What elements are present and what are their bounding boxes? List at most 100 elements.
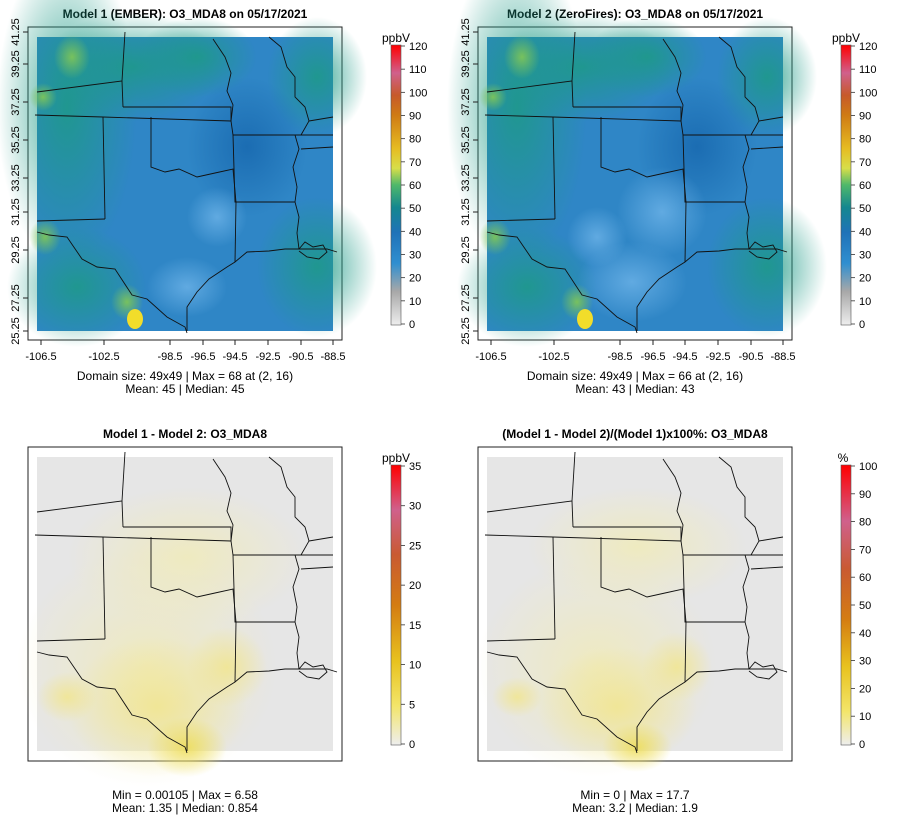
panel-1-stats-line-1: Domain size: 49x49 | Max = 68 at (2, 16) bbox=[77, 369, 293, 383]
colorbar-tick-label: 110 bbox=[859, 64, 877, 76]
x-tick-label: -92.5 bbox=[705, 351, 730, 363]
panel-2-y-axis: 25.25 27.25 29.25 31.25 33.25 35.25 37.25 39.25… bbox=[460, 18, 478, 345]
y-tick-label: 39.25 bbox=[10, 50, 22, 78]
x-tick-label: -90.5 bbox=[288, 351, 313, 363]
y-tick-label: 37.25 bbox=[460, 88, 472, 116]
panel-3-colorbar-unit: ppbV bbox=[382, 451, 410, 465]
colorbar-tick-label: 80 bbox=[859, 517, 871, 529]
y-tick-label: 37.25 bbox=[10, 88, 22, 116]
colorbar-tick-label: 20 bbox=[859, 273, 871, 285]
colorbar-tick-label: 40 bbox=[859, 226, 871, 238]
colorbar-tick-label: 15 bbox=[409, 620, 421, 632]
colorbar-tick-label: 10 bbox=[859, 711, 871, 723]
y-tick-label: 27.25 bbox=[460, 284, 472, 312]
x-tick-label: -98.5 bbox=[607, 351, 632, 363]
colorbar-tick-label: 90 bbox=[859, 489, 871, 501]
colorbar-tick-label: 40 bbox=[859, 628, 871, 640]
colorbar-tick-label: 5 bbox=[409, 699, 415, 711]
x-tick-label: -98.5 bbox=[157, 351, 182, 363]
y-tick-label: 31.25 bbox=[10, 198, 22, 226]
colorbar-tick-label: 10 bbox=[409, 296, 421, 308]
colorbar-tick-label: 20 bbox=[859, 683, 871, 695]
y-tick-label: 27.25 bbox=[10, 284, 22, 312]
x-tick-label: -88.5 bbox=[320, 351, 345, 363]
colorbar-tick-label: 0 bbox=[859, 319, 865, 331]
y-tick-label: 25.25 bbox=[460, 317, 472, 345]
colorbar-tick-label: 110 bbox=[409, 64, 427, 76]
colorbar-tick-label: 30 bbox=[409, 501, 421, 513]
x-tick-label: -94.5 bbox=[222, 351, 247, 363]
colorbar-tick-label: 100 bbox=[859, 461, 877, 473]
colorbar-tick-label: 0 bbox=[409, 319, 415, 331]
y-tick-label: 35.25 bbox=[460, 126, 472, 154]
colorbar-tick-label: 120 bbox=[859, 41, 877, 53]
colorbar-tick-label: 90 bbox=[859, 111, 871, 123]
colorbar-tick-label: 60 bbox=[859, 572, 871, 584]
colorbar-tick-label: 30 bbox=[859, 250, 871, 262]
colorbar-tick-label: 100 bbox=[409, 87, 427, 99]
colorbar-tick-label: 70 bbox=[859, 544, 871, 556]
x-tick-label: -96.5 bbox=[640, 351, 665, 363]
panel-2-colorbar-unit: ppbV bbox=[832, 31, 860, 45]
colorbar-tick-label: 70 bbox=[409, 157, 421, 169]
y-tick-label: 29.25 bbox=[460, 236, 472, 264]
panel-2-colorbar: ppbV 0 10 20 30 40 50 60 70 80 90 100 110 120 bbox=[832, 31, 877, 331]
y-tick-label: 35.25 bbox=[10, 126, 22, 154]
colorbar-tick-label: 40 bbox=[409, 226, 421, 238]
colorbar-tick-label: 25 bbox=[409, 540, 421, 552]
panel-1-x-axis: -106.5 -102.5 -98.5 -96.5 -94.5 -92.5 -90.5 -88… bbox=[25, 340, 346, 363]
panel-4-stats-line-2: Mean: 3.2 | Median: 1.9 bbox=[572, 801, 698, 815]
panel-3-stats-line-1: Min = 0.00105 | Max = 6.58 bbox=[112, 788, 258, 802]
x-tick-label: -92.5 bbox=[255, 351, 280, 363]
panel-1-colorbar-unit: ppbV bbox=[382, 31, 410, 45]
y-tick-label: 25.25 bbox=[10, 317, 22, 345]
colorbar-tick-label: 50 bbox=[859, 203, 871, 215]
colorbar-tick-label: 120 bbox=[409, 41, 427, 53]
colorbar-tick-label: 0 bbox=[409, 739, 415, 751]
colorbar-tick-label: 100 bbox=[859, 87, 877, 99]
panel-4-field bbox=[477, 451, 788, 777]
panel-4-stats-line-1: Min = 0 | Max = 17.7 bbox=[580, 788, 689, 802]
colorbar-tick-label: 0 bbox=[859, 739, 865, 751]
panel-2-stats-line-2: Mean: 43 | Median: 43 bbox=[575, 382, 695, 396]
panel-3: Model 1 - Model 2: O3_MDA8 Min = 0.00105… bbox=[17, 427, 421, 815]
panel-2-x-axis: -106.5 -102.5 -98.5 -96.5 -94.5 -92.5 -90.5 -88… bbox=[475, 340, 796, 363]
x-tick-label: -106.5 bbox=[25, 351, 56, 363]
y-tick-label: 31.25 bbox=[460, 198, 472, 226]
colorbar-tick-label: 35 bbox=[409, 461, 421, 473]
x-tick-label: -106.5 bbox=[475, 351, 506, 363]
panel-1: Model 1 (EMBER): O3_MDA8 on 05/17/2021 -… bbox=[0, 0, 427, 396]
panel-2-stats-line-1: Domain size: 49x49 | Max = 66 at (2, 16) bbox=[527, 369, 743, 383]
panel-4: (Model 1 - Model 2)/(Model 1)x100%: O3_M… bbox=[477, 427, 877, 815]
colorbar-tick-label: 60 bbox=[409, 180, 421, 192]
colorbar-tick-label: 30 bbox=[409, 250, 421, 262]
panel-1-stats-line-2: Mean: 45 | Median: 45 bbox=[125, 382, 245, 396]
panel-1-field bbox=[0, 0, 377, 347]
colorbar-tick-label: 60 bbox=[859, 180, 871, 192]
panel-1-colorbar: ppbV 0 10 20 30 40 50 60 70 80 90 100 110 120 bbox=[382, 31, 427, 331]
panel-3-stats-line-2: Mean: 1.35 | Median: 0.854 bbox=[112, 801, 258, 815]
panel-4-colorbar: % 0 10 20 30 40 50 60 70 80 90 100 bbox=[838, 451, 878, 751]
y-tick-label: 39.25 bbox=[460, 50, 472, 78]
colorbar-tick-label: 10 bbox=[409, 660, 421, 672]
colorbar-tick-label: 70 bbox=[859, 157, 871, 169]
colorbar-tick-label: 10 bbox=[859, 296, 871, 308]
colorbar-tick-label: 80 bbox=[859, 134, 871, 146]
colorbar-tick-label: 50 bbox=[859, 600, 871, 612]
panel-4-colorbar-unit: % bbox=[838, 451, 849, 465]
colorbar-tick-label: 50 bbox=[409, 203, 421, 215]
panel-1-y-axis: 25.25 27.25 29.25 31.25 33.25 35.25 37.25 39.25… bbox=[10, 18, 28, 345]
x-tick-label: -102.5 bbox=[538, 351, 569, 363]
panel-3-title: Model 1 - Model 2: O3_MDA8 bbox=[103, 427, 267, 441]
y-tick-label: 41.25 bbox=[10, 18, 22, 46]
y-tick-label: 41.25 bbox=[460, 18, 472, 46]
y-tick-label: 33.25 bbox=[10, 164, 22, 192]
panel-3-field bbox=[17, 451, 338, 787]
colorbar-tick-label: 80 bbox=[409, 134, 421, 146]
x-tick-label: -94.5 bbox=[672, 351, 697, 363]
panel-2-field bbox=[447, 0, 827, 347]
x-tick-label: -102.5 bbox=[88, 351, 119, 363]
panel-3-colorbar: ppbV 0 5 10 15 20 25 30 35 bbox=[382, 451, 421, 751]
panel-4-title: (Model 1 - Model 2)/(Model 1)x100%: O3_M… bbox=[502, 427, 768, 441]
